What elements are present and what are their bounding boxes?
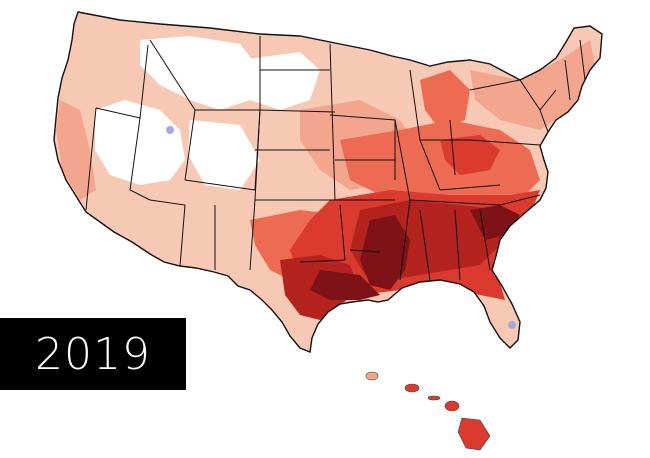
water-great-salt-lake	[166, 126, 174, 134]
region-medium-michigan	[420, 70, 470, 130]
hawaii-molokai	[427, 395, 441, 401]
region-darkest-gulf	[310, 270, 380, 300]
region-white-west	[95, 100, 185, 185]
region-light-california	[56, 100, 96, 200]
hawaii-islands	[365, 371, 491, 451]
region-strong-ohio	[440, 135, 500, 175]
hawaii-oahu	[404, 383, 420, 393]
hawaii-kauai	[365, 371, 379, 381]
region-white-utah	[188, 120, 260, 190]
water-lake-okeechobee	[508, 321, 516, 329]
hawaii-maui	[444, 400, 460, 412]
region-light-northeast	[470, 40, 596, 130]
state-borders	[53, 11, 603, 353]
region-darkest-delta	[360, 215, 410, 290]
hawaii-big-island	[457, 417, 491, 451]
year-label: 2019	[0, 318, 186, 390]
region-white-mountain	[140, 36, 260, 110]
